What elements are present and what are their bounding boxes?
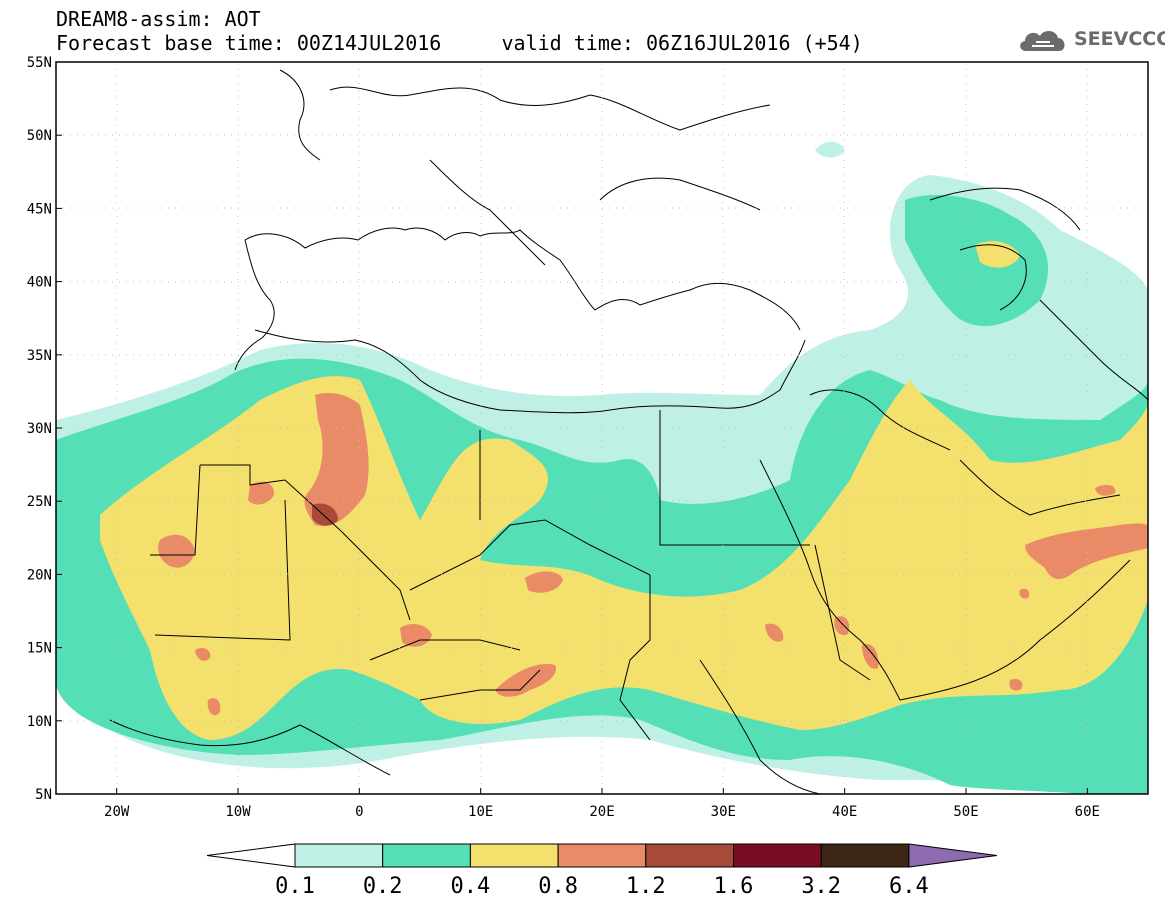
colorbar-level-label: 1.2 xyxy=(626,874,666,899)
colorbar-over-arrow xyxy=(908,843,997,868)
colorbar-level-label: 0.4 xyxy=(451,874,491,899)
title-line-2: Forecast base time: 00Z14JUL2016 valid t… xyxy=(56,31,863,55)
lat-tick-label: 20N xyxy=(27,567,52,583)
lat-tick-label: 15N xyxy=(27,641,52,657)
lon-tick-label: 20W xyxy=(104,804,130,820)
lon-tick-label: 10W xyxy=(225,804,251,820)
colorbar-level-label: 0.1 xyxy=(275,874,315,899)
lat-tick-label: 40N xyxy=(27,275,52,291)
colorbar-swatch xyxy=(733,843,822,868)
lon-tick-labels: 20W 10W 0 10E 20E 30E 40E 50E 60E xyxy=(104,788,1100,820)
colorbar-swatch xyxy=(294,843,384,868)
lon-tick-label: 10E xyxy=(468,804,493,820)
colorbar-level-label: 0.2 xyxy=(363,874,403,899)
lat-tick-label: 10N xyxy=(27,714,52,730)
logo-text: SEEVCCC xyxy=(1074,28,1165,50)
lat-tick-label: 25N xyxy=(27,494,52,510)
lat-tick-label: 30N xyxy=(27,421,52,437)
colorbar-level-label: 1.6 xyxy=(714,874,754,899)
colorbar-under-arrow xyxy=(206,843,296,868)
cloud-icon xyxy=(1020,30,1065,51)
colorbar-level-label: 0.8 xyxy=(538,874,578,899)
grid-lines xyxy=(56,62,1148,794)
lat-tick-label: 55N xyxy=(27,55,52,71)
colorbar-level-label: 6.4 xyxy=(889,874,929,899)
map-area xyxy=(56,62,1148,794)
title-line-1: DREAM8-assim: AOT xyxy=(56,7,261,31)
lon-tick-label: 50E xyxy=(953,804,978,820)
colorbar: 0.1 0.2 0.4 0.8 1.2 1.6 3.2 6.4 xyxy=(206,843,997,899)
lon-tick-label: 30E xyxy=(711,804,736,820)
aot-contour-1.2 xyxy=(312,503,338,526)
colorbar-swatch xyxy=(382,843,471,868)
lat-tick-label: 50N xyxy=(27,128,52,144)
aot-contour-0.8 xyxy=(158,393,1148,716)
lon-tick-label: 60E xyxy=(1075,804,1100,820)
colorbar-swatch xyxy=(820,843,910,868)
colorbar-swatch xyxy=(645,843,734,868)
seevccc-logo: SEEVCCC xyxy=(1016,22,1165,58)
lon-tick-label: 0 xyxy=(355,804,363,820)
colorbar-swatch xyxy=(557,843,647,868)
lat-tick-label: 45N xyxy=(27,201,52,217)
lat-tick-label: 35N xyxy=(27,348,52,364)
lat-tick-label: 5N xyxy=(35,787,52,803)
lon-tick-label: 20E xyxy=(589,804,614,820)
colorbar-swatch xyxy=(469,843,559,868)
lon-tick-label: 40E xyxy=(832,804,857,820)
colorbar-level-label: 3.2 xyxy=(801,874,841,899)
lat-tick-labels: 55N 50N 45N 40N 35N 30N 25N 20N 15N 10N 5N xyxy=(27,55,62,803)
boundaries xyxy=(109,69,1148,794)
